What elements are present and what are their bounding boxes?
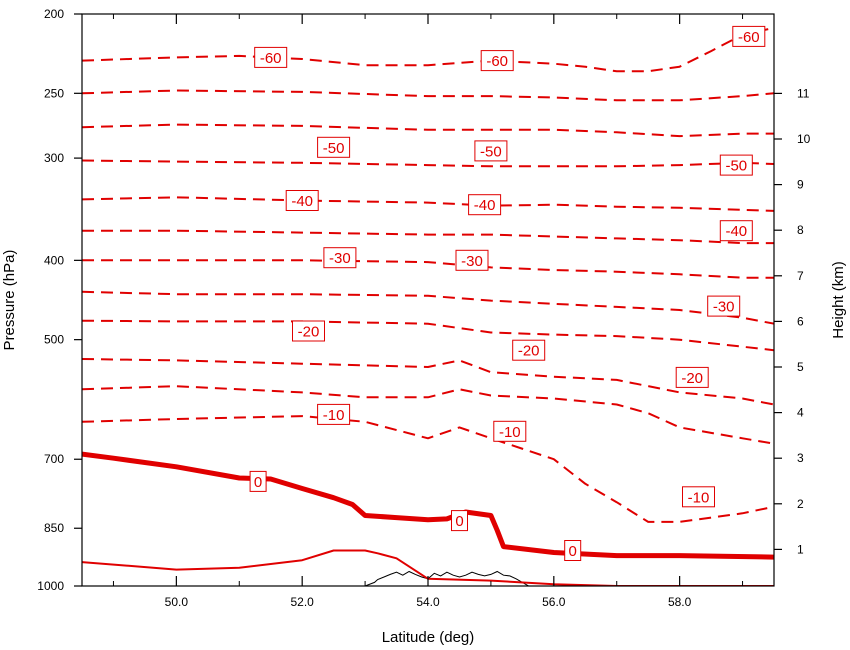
contour-label-1: -60	[486, 53, 508, 70]
contour-line-m50-11	[82, 123, 774, 138]
terrain-line	[364, 570, 529, 586]
right-tick-label-9: 10	[797, 132, 811, 146]
contour-label-4: -50	[480, 143, 502, 160]
left-tick-label-0: 200	[44, 7, 64, 21]
axes	[81, 13, 775, 587]
right-tick-label-7: 8	[797, 223, 804, 237]
contour-label-box-7	[468, 194, 502, 216]
contour-label-8: -40	[725, 223, 747, 240]
contour-labels: -60 -60 -60 -50 -50 -50 -40 -40 -40 -30 -30 -30 -20 -…	[249, 25, 766, 561]
right-tick-label-0: 1	[797, 542, 804, 556]
contour-label-box-0	[254, 46, 288, 68]
left-tick-label-1: 250	[44, 86, 64, 100]
contour-label-box-12	[292, 320, 325, 342]
contour-label-box-13	[512, 339, 546, 361]
contour-line-m30-7	[82, 259, 774, 279]
isotherm-contours	[82, 26, 774, 586]
contour-label-box-20	[564, 540, 582, 561]
x-tick-label-0: 50.0	[165, 595, 189, 609]
contour-label-box-18	[249, 470, 267, 492]
terrain-profile	[364, 570, 529, 586]
contour-label-box-19	[451, 510, 468, 532]
contour-label-box-16	[493, 420, 527, 442]
contour-line-m60-13	[82, 26, 774, 73]
contour-label-15: -10	[323, 407, 345, 424]
contour-label-17: -10	[688, 489, 710, 506]
contour-label-box-11	[707, 295, 741, 317]
right-tick-label-6: 7	[797, 269, 804, 283]
contour-label-box-10	[455, 249, 489, 271]
contour-line-m20-5	[82, 319, 774, 352]
contour-label-0: -60	[260, 50, 282, 67]
right-tick-label-4: 5	[797, 360, 804, 374]
right-tick-label-8: 9	[797, 178, 804, 192]
contour-label-5: -50	[725, 158, 747, 175]
contour-line-m40-9	[82, 196, 774, 212]
plot-area: -60 -60 -60 -50 -50 -50 -40 -40 -40 -30 -30 -30 -20 -…	[82, 25, 774, 586]
contour-label-box-1	[480, 50, 514, 72]
left-tick-label-7: 1000	[37, 579, 64, 593]
contour-label-16: -10	[499, 424, 521, 441]
axis-ticks: 50.0 52.0 54.0 56.0 58.020025030040050070085…	[37, 7, 810, 609]
contour-label-box-3	[317, 136, 351, 158]
left-tick-label-2: 300	[44, 151, 64, 165]
contour-label-box-17	[682, 486, 715, 508]
x-tick-label-3: 56.0	[542, 595, 566, 609]
right-tick-label-3: 4	[797, 406, 804, 420]
right-tick-label-2: 3	[797, 451, 804, 465]
contour-label-box-2	[732, 25, 766, 47]
right-tick-label-5: 6	[797, 314, 804, 328]
left-tick-label-4: 500	[44, 333, 64, 347]
contour-label-14: -20	[681, 370, 703, 387]
x-tick-label-4: 58.0	[668, 595, 692, 609]
contour-label-20: 0	[569, 543, 577, 560]
contour-line-0-1	[82, 451, 774, 560]
contour-label-6: -40	[291, 193, 313, 210]
contour-label-3: -50	[323, 140, 345, 157]
contour-label-2: -60	[738, 29, 760, 46]
contour-line-m60-12	[82, 89, 774, 102]
contour-line-m10-2	[82, 415, 774, 523]
contour-label-9: -30	[329, 250, 351, 267]
right-axis-title: Height (km)	[830, 261, 847, 339]
contour-label-box-6	[285, 190, 319, 211]
x-tick-label-1: 52.0	[291, 595, 315, 609]
x-axis-title: Latitude (deg)	[382, 629, 475, 646]
right-tick-label-1: 2	[797, 497, 804, 511]
left-tick-label-5: 700	[44, 452, 64, 466]
left-tick-label-6: 850	[44, 521, 64, 535]
contour-label-box-4	[474, 140, 508, 162]
contour-label-13: -20	[518, 343, 540, 360]
contour-line-m50-10	[82, 159, 774, 168]
right-tick-label-10: 11	[797, 86, 810, 100]
contour-label-11: -30	[713, 299, 735, 316]
contour-label-box-9	[323, 247, 357, 269]
contour-label-box-8	[719, 220, 753, 242]
contour-label-19: 0	[455, 513, 463, 530]
contour-label-box-5	[719, 154, 753, 176]
contour-label-12: -20	[298, 324, 320, 341]
contour-line-m10-3	[82, 385, 774, 445]
x-tick-label-2: 54.0	[416, 595, 440, 609]
plot-frame	[81, 13, 775, 587]
contour-label-box-15	[317, 403, 351, 425]
contour-line-m20-4	[82, 358, 774, 406]
left-axis-title: Pressure (hPa)	[1, 250, 18, 351]
contour-label-18: 0	[254, 474, 262, 491]
contour-label-box-14	[675, 366, 709, 388]
contour-label-7: -40	[474, 197, 496, 214]
contour-line-m30-6	[82, 290, 774, 325]
contour-label-10: -30	[461, 253, 483, 270]
left-tick-label-3: 400	[44, 253, 64, 267]
contour-line-m40-8	[82, 229, 774, 245]
